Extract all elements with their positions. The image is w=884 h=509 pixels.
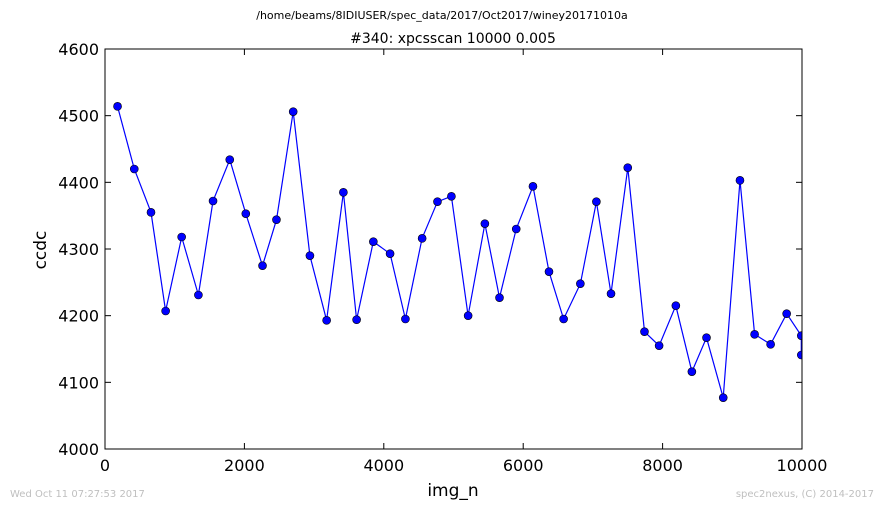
x-tick-label: 4000 [363, 456, 404, 475]
y-tick-label: 4600 [58, 40, 99, 59]
data-point [480, 219, 490, 228]
data-point [797, 350, 802, 360]
data-point [782, 309, 791, 318]
data-point [671, 301, 681, 310]
series-group [113, 102, 802, 402]
chart-title: #340: xpcsscan 10000 0.005 [350, 31, 556, 47]
data-point [766, 340, 775, 349]
y-axis-label: ccdc [31, 231, 51, 270]
data-point [288, 107, 298, 116]
data-point [352, 315, 361, 324]
x-tick-label: 8000 [642, 456, 683, 475]
chart-suptitle: /home/beams/8IDIUSER/spec_data/2017/Oct2… [256, 9, 628, 22]
data-point [606, 289, 616, 298]
data-point [495, 293, 504, 302]
data-point [640, 327, 649, 336]
data-point [718, 393, 728, 402]
data-point [208, 196, 218, 206]
data-point [544, 267, 554, 276]
data-point [113, 102, 122, 111]
y-tick-label: 4400 [58, 173, 99, 192]
x-tick-label: 2000 [224, 456, 265, 475]
data-point [385, 249, 395, 258]
x-tick-label: 10000 [777, 456, 828, 475]
series-line [116, 106, 802, 398]
data-point [161, 306, 170, 316]
data-point [305, 251, 315, 260]
y-tick-label: 4100 [58, 373, 99, 392]
data-point [592, 197, 601, 206]
y-tick-label: 4000 [58, 440, 99, 459]
data-point [654, 341, 664, 350]
data-point [576, 279, 585, 288]
data-point [417, 234, 427, 243]
x-axis-label: img_n [427, 481, 478, 501]
data-point [272, 215, 281, 224]
data-point [241, 209, 251, 218]
data-point [511, 224, 521, 234]
data-point [225, 155, 235, 164]
data-point [401, 314, 410, 324]
data-point [369, 237, 378, 246]
footer-timestamp: Wed Oct 11 07:27:53 2017 [10, 489, 145, 500]
data-point [463, 311, 473, 320]
data-point [146, 208, 156, 217]
data-point [322, 316, 331, 325]
x-tick-label: 0 [100, 456, 110, 475]
data-point [447, 192, 456, 201]
data-point [735, 176, 745, 185]
data-point [559, 314, 568, 324]
data-point [750, 330, 759, 339]
data-point [339, 188, 348, 197]
y-tick-label: 4300 [58, 240, 99, 259]
data-point [528, 182, 538, 191]
data-point [258, 261, 267, 270]
data-point [129, 164, 139, 174]
plot-frame [104, 48, 803, 450]
footer-credit: spec2nexus, (C) 2014-2017 [735, 489, 874, 500]
data-point [702, 333, 711, 342]
axes: 0 2000 4000 6000 8000 10000 4000 4100 4200 4300 44… [58, 40, 827, 475]
x-tick-label: 6000 [503, 456, 544, 475]
y-tick-label: 4500 [58, 107, 99, 126]
plot-area [113, 102, 802, 402]
data-point [194, 290, 203, 300]
data-point [177, 232, 186, 242]
data-point [433, 197, 442, 206]
y-tick-label: 4200 [58, 307, 99, 326]
data-point [687, 367, 697, 376]
data-point [623, 163, 633, 172]
data-point [797, 331, 802, 340]
